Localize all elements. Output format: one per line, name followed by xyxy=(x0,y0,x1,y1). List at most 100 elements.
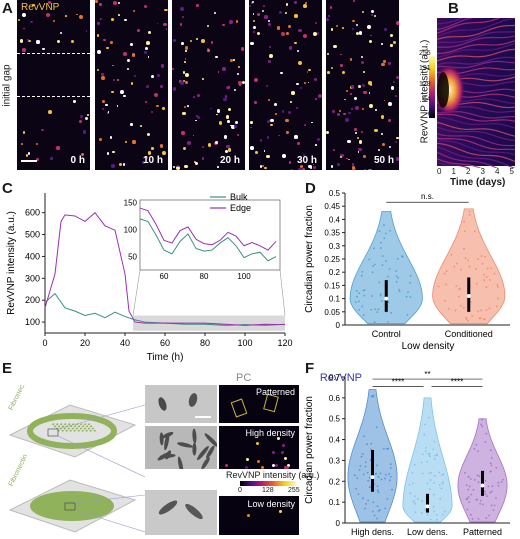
violin-point xyxy=(389,475,392,478)
cell-spot xyxy=(380,133,384,136)
pattern-dot xyxy=(65,429,68,432)
nucleus-spot xyxy=(244,466,248,469)
cell-spot xyxy=(285,31,290,36)
violin-point xyxy=(373,514,376,517)
cell-spot xyxy=(27,39,31,43)
cell-spot xyxy=(250,126,253,129)
cell-spot xyxy=(101,107,105,111)
violin-point xyxy=(443,299,446,302)
panel-label-b: B xyxy=(448,0,459,17)
cell-spot xyxy=(25,154,29,157)
cell-spot xyxy=(139,124,143,128)
cell-spot xyxy=(287,24,291,28)
cell-spot xyxy=(113,79,116,82)
colorbar-b-tick: 0 xyxy=(428,111,432,118)
pc-cell xyxy=(156,498,180,517)
cell-spot xyxy=(124,141,127,144)
violin-point xyxy=(473,478,476,481)
violin-point xyxy=(428,472,431,475)
sig-label: **** xyxy=(451,377,463,386)
kymograph-trace xyxy=(437,121,516,137)
violin-point xyxy=(414,511,417,513)
pattern-dot xyxy=(81,429,84,432)
kymograph-trace xyxy=(437,132,516,147)
kymograph-trace xyxy=(437,126,516,141)
violin-point xyxy=(379,293,382,295)
violin-point xyxy=(409,281,411,284)
cell-spot xyxy=(253,26,257,30)
c-ylabel: RevVNP intensity (a.u.) xyxy=(6,211,17,315)
cell-spot xyxy=(73,99,76,103)
violin-ytick-label: 0.25 xyxy=(324,255,340,264)
violin-point xyxy=(489,470,492,473)
violin-point xyxy=(376,489,379,492)
violin-point xyxy=(479,317,482,320)
panel-label-e: E xyxy=(2,360,13,377)
violin-point xyxy=(386,447,388,450)
kymograph-trace xyxy=(437,18,473,31)
violin-point xyxy=(361,270,364,273)
violin-point xyxy=(412,500,415,503)
cell-spot xyxy=(330,28,334,31)
violin-point xyxy=(377,475,380,478)
cell-spot xyxy=(19,39,24,43)
violin-median xyxy=(480,483,485,488)
violin-point xyxy=(434,454,437,457)
cell-spot xyxy=(229,124,232,127)
pattern-dot xyxy=(61,425,65,428)
colorbar-b-tick: 255 xyxy=(419,50,431,57)
cell-spot xyxy=(313,166,316,169)
cell-spot xyxy=(252,12,255,15)
cell-spot xyxy=(231,124,235,129)
kymograph-trace xyxy=(437,116,516,129)
violin-point xyxy=(468,213,471,216)
cell-spot xyxy=(96,34,100,37)
violin-point xyxy=(381,255,384,258)
nucleus-spot xyxy=(260,465,264,469)
cell-spot xyxy=(144,4,148,8)
c-xtick-label: 20 xyxy=(80,338,90,348)
kymograph-xtick: 4 xyxy=(495,167,500,176)
cell-spot xyxy=(240,46,245,51)
pattern-dot xyxy=(83,423,87,426)
violin-point xyxy=(414,502,417,505)
nucleus-spot xyxy=(225,463,229,467)
violin-point xyxy=(420,461,423,464)
cell-spot xyxy=(392,41,396,45)
cell-spot xyxy=(345,118,349,122)
cell-spot xyxy=(282,110,285,113)
cell-spot xyxy=(150,110,154,114)
cell-spot xyxy=(387,101,392,106)
chart-d: 0 0.05 0.1 0.15 0.2 0.25 0.3 0.35 0.4 0.45 0.5 Circ… xyxy=(304,189,510,352)
violin-point xyxy=(438,471,441,474)
c-xlabel: Time (h) xyxy=(147,352,184,363)
cell-spot xyxy=(180,7,184,11)
cell-spot xyxy=(59,31,62,34)
c-xtick-label: 40 xyxy=(120,338,130,348)
cell-spot xyxy=(107,111,110,113)
violin-point xyxy=(377,308,380,311)
violin-point xyxy=(421,500,424,503)
violin-point xyxy=(467,488,470,491)
cell-spot xyxy=(215,141,219,145)
violin-point xyxy=(370,308,373,311)
violin-point xyxy=(435,454,438,457)
cell-spot xyxy=(357,136,359,139)
cell-spot xyxy=(84,116,89,120)
cell-spot xyxy=(65,15,67,17)
kymograph-trace xyxy=(437,18,464,25)
cell-spot xyxy=(368,92,371,94)
violin-point xyxy=(445,270,448,273)
nucleus-spot xyxy=(284,457,287,461)
timelapse-frame: 30 h xyxy=(249,0,322,170)
cell-spot xyxy=(278,134,280,137)
violin-point xyxy=(485,286,488,288)
cell-spot xyxy=(234,88,237,91)
cell-spot xyxy=(395,94,398,98)
nucleus-spot xyxy=(280,450,284,454)
violin-point xyxy=(361,497,364,500)
violin-point xyxy=(497,484,500,487)
violin-point xyxy=(479,502,482,505)
cell-spot xyxy=(350,107,353,110)
cell-spot xyxy=(181,131,185,135)
